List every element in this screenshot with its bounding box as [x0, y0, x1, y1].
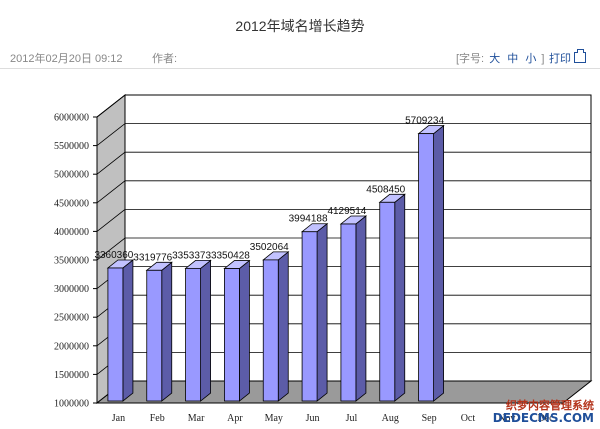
bar: [146, 269, 163, 402]
font-size-large-link[interactable]: 大: [489, 53, 501, 65]
bar: [379, 201, 396, 402]
data-label: 3319776: [133, 252, 172, 263]
data-label: 3353373: [172, 250, 211, 261]
page-title: 2012年域名增长趋势: [235, 18, 365, 34]
bar-side: [355, 215, 367, 402]
bar-side: [161, 261, 173, 402]
bar-side: [122, 259, 134, 402]
print-link[interactable]: 打印: [549, 49, 586, 66]
data-label: 3360360: [94, 250, 133, 261]
y-tick-label: 2500000: [54, 313, 89, 324]
x-tick-label: Mar: [188, 413, 205, 424]
watermark-line-1: 织梦内容管理系统: [506, 399, 594, 412]
data-label: 5709234: [405, 116, 444, 127]
x-tick-label: Jun: [306, 413, 320, 424]
bar: [340, 223, 357, 402]
y-tick-label: 1500000: [54, 370, 89, 381]
y-tick-label: 3000000: [54, 284, 89, 295]
x-tick-label: Apr: [227, 413, 243, 424]
x-tick-label: Oct: [461, 413, 476, 424]
y-tick-label: 5500000: [54, 141, 89, 152]
bar: [418, 133, 434, 402]
print-label: 打印: [549, 53, 571, 65]
x-tick-label: Sep: [422, 413, 437, 424]
y-tick-label: 1000000: [54, 399, 89, 410]
watermark-line-2: DEDECMS.COM: [492, 411, 594, 425]
bar-side: [239, 259, 250, 402]
font-size-close: ]: [541, 53, 545, 65]
data-label: 3994188: [289, 214, 328, 225]
y-tick-label: 6000000: [54, 113, 89, 124]
font-size-control: [字号: 大 中 小 ]: [456, 50, 544, 66]
printer-icon: [574, 49, 586, 63]
x-tick-label: Feb: [150, 413, 165, 424]
x-tick-label: Aug: [382, 413, 399, 424]
author-label: 作者:: [152, 53, 178, 65]
font-size-label: [字号:: [456, 53, 485, 65]
y-tick-label: 3500000: [54, 256, 89, 267]
watermark-logo: 织梦内容管理系统 DEDECMS.COM: [493, 399, 594, 425]
bar: [224, 268, 240, 402]
font-size-small-link[interactable]: 小: [525, 53, 537, 65]
x-tick-label: Dec: [538, 413, 555, 424]
article-meta: 2012年02月20日 09:12 作者: [字号: 大 中 小 ] 打印: [0, 46, 600, 69]
x-tick-label: Jul: [346, 413, 358, 424]
x-tick-label: Nov: [498, 413, 515, 424]
x-tick-label: Jan: [112, 413, 125, 424]
bar-side: [316, 222, 328, 402]
y-tick-label: 5000000: [54, 170, 89, 181]
y-tick-label: 4500000: [54, 198, 89, 209]
publish-date: 2012年02月20日 09:12: [10, 53, 123, 65]
data-label: 3502064: [250, 242, 289, 253]
bar-side: [200, 259, 211, 402]
font-size-medium-link[interactable]: 中: [507, 53, 519, 65]
data-label: 4508450: [366, 184, 405, 195]
data-label: 3350428: [211, 251, 250, 262]
gridline: [96, 94, 591, 118]
bar: [262, 259, 279, 402]
bar-side: [394, 193, 406, 402]
bar-side: [433, 124, 444, 402]
y-tick-label: 4000000: [54, 227, 89, 238]
bar: [301, 231, 318, 402]
bar-side: [277, 251, 289, 402]
data-label: 4129514: [327, 206, 366, 217]
bar: [185, 267, 201, 402]
gridline: [96, 123, 591, 146]
x-tick-label: May: [265, 413, 283, 424]
y-tick-label: 2000000: [54, 341, 89, 352]
bar: [107, 267, 124, 402]
